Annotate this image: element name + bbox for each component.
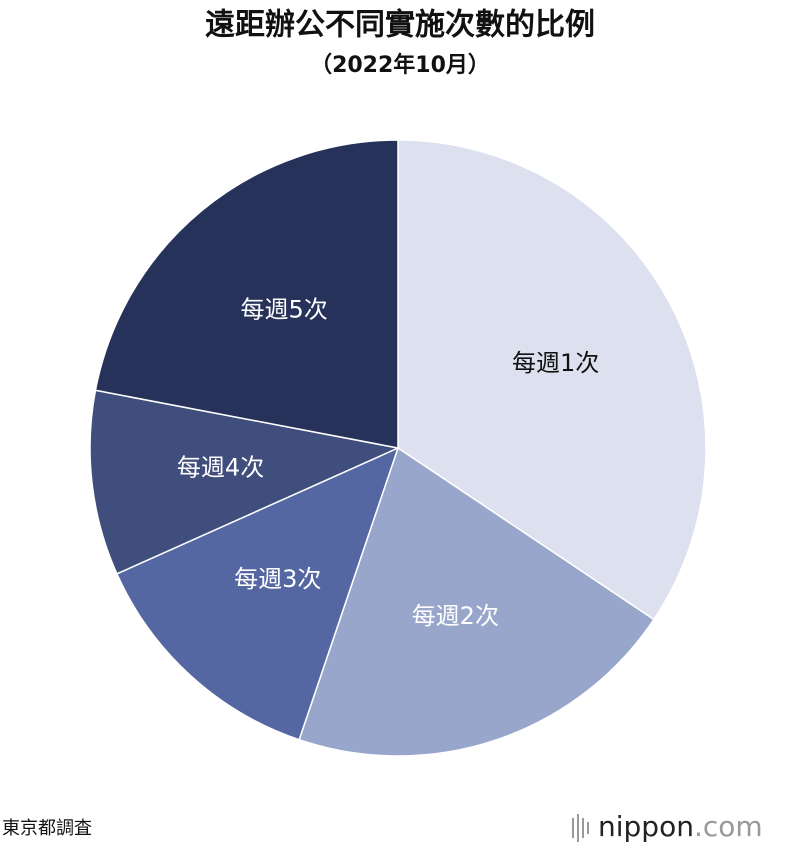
- slice-label: 每週3次: [234, 565, 321, 593]
- slice-label: 每週4次: [177, 454, 264, 482]
- pie-slice: [115, 446, 400, 741]
- logo-text: nippon.com: [598, 810, 763, 843]
- logo-icon: [572, 814, 589, 842]
- chart-subtitle: （2022年10月）: [310, 52, 490, 78]
- logo: nippon.com: [572, 810, 763, 843]
- logo-domain: .com: [694, 810, 763, 843]
- slice-label: 每週2次: [412, 602, 499, 630]
- pie-slice: [397, 139, 707, 621]
- pie-slice: [298, 446, 655, 757]
- pie-slice: [94, 139, 399, 449]
- chart-title: 遠距辦公不同實施次數的比例: [205, 8, 595, 43]
- slice-label: 每週1次: [512, 349, 599, 377]
- slice-label: 每週5次: [240, 295, 327, 323]
- pie-slice: [89, 389, 401, 575]
- source: 東京都調査: [2, 818, 92, 839]
- logo-name: nippon: [598, 810, 694, 843]
